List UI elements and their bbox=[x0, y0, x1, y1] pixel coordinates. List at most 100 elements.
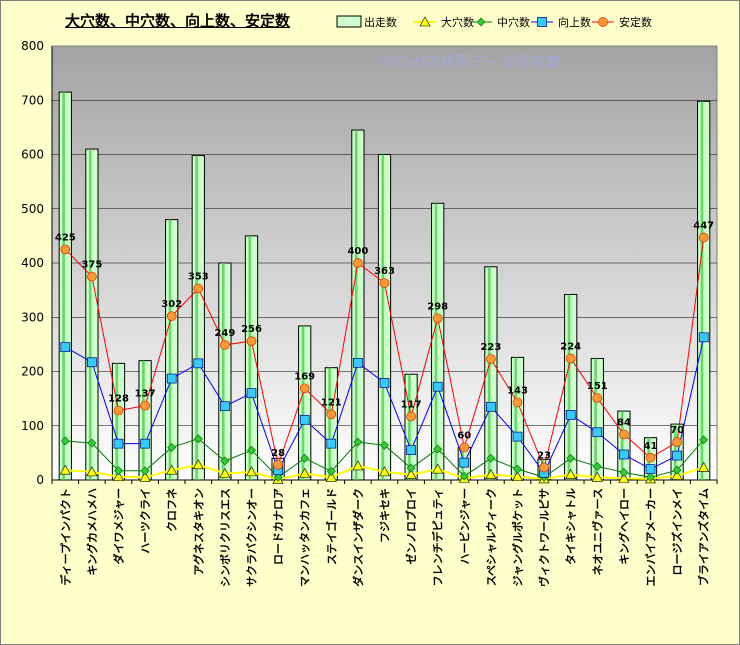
point bbox=[378, 466, 391, 477]
data-label: 363 bbox=[374, 266, 395, 277]
point bbox=[699, 435, 709, 445]
legend-label: 大穴数 bbox=[441, 15, 474, 29]
category-label: ステイゴールド bbox=[324, 488, 338, 565]
point bbox=[166, 311, 177, 322]
point bbox=[513, 464, 522, 474]
point bbox=[406, 445, 416, 456]
point bbox=[565, 410, 576, 420]
legend: 出走数 大穴数 中穴数 向上数 安定数 bbox=[336, 15, 652, 29]
category-label: フジキセキ bbox=[379, 488, 392, 543]
data-label: 117 bbox=[401, 400, 422, 411]
point bbox=[246, 336, 257, 346]
data-label: 41 bbox=[644, 441, 658, 452]
point bbox=[87, 438, 97, 448]
data-label: 375 bbox=[81, 260, 102, 271]
category-label: タイキシャトル bbox=[565, 488, 578, 565]
point bbox=[486, 453, 496, 463]
point bbox=[618, 472, 630, 483]
point bbox=[459, 442, 470, 453]
point bbox=[326, 409, 337, 420]
point bbox=[511, 471, 524, 482]
bar-shade bbox=[381, 154, 385, 480]
bar-shade bbox=[328, 367, 331, 480]
bar-shade bbox=[195, 155, 198, 480]
point bbox=[646, 472, 655, 482]
bar-shade bbox=[487, 266, 491, 480]
category-label: キングカメハメハ bbox=[85, 488, 99, 576]
point bbox=[353, 357, 363, 368]
point bbox=[592, 462, 602, 471]
data-label: 256 bbox=[241, 324, 262, 335]
point bbox=[539, 462, 549, 473]
y-tick-label: 500 bbox=[21, 202, 44, 216]
bar-shade bbox=[354, 130, 358, 480]
point bbox=[698, 461, 710, 472]
category-label: マンハッタンカフェ bbox=[299, 488, 312, 587]
data-label: 249 bbox=[214, 328, 235, 339]
point bbox=[433, 444, 443, 454]
point bbox=[114, 466, 123, 476]
point bbox=[326, 466, 336, 476]
data-label: 143 bbox=[507, 385, 528, 396]
category-label: ロードカナロア bbox=[272, 488, 285, 565]
point bbox=[565, 353, 576, 364]
point bbox=[245, 466, 258, 477]
bar-shade bbox=[248, 235, 252, 480]
point bbox=[247, 445, 256, 455]
bar bbox=[138, 360, 152, 481]
legend-label: 出走数 bbox=[364, 15, 397, 29]
data-label: 425 bbox=[55, 232, 76, 243]
point bbox=[459, 457, 470, 468]
point bbox=[113, 405, 124, 416]
legend-label: 安定数 bbox=[619, 15, 652, 29]
point bbox=[598, 17, 608, 27]
bar-shade bbox=[88, 149, 92, 480]
bar bbox=[165, 219, 179, 481]
point bbox=[299, 467, 311, 478]
point bbox=[139, 471, 151, 482]
point bbox=[325, 471, 337, 482]
point bbox=[512, 431, 523, 442]
point bbox=[86, 466, 98, 477]
point bbox=[192, 459, 204, 470]
point bbox=[406, 463, 416, 473]
data-label: 400 bbox=[347, 246, 368, 257]
point bbox=[645, 452, 656, 463]
category-labels: ディープインパクト キングカメハメハ ダイワメジャー ハーツクライ クロフネ アグネスタキ… bbox=[58, 488, 710, 587]
point bbox=[459, 471, 469, 481]
data-label: 128 bbox=[108, 394, 129, 405]
bar bbox=[324, 367, 338, 481]
bar bbox=[244, 235, 259, 481]
data-label: 137 bbox=[135, 389, 156, 400]
point bbox=[486, 354, 496, 364]
point bbox=[566, 453, 576, 463]
category-label: ディープインパクト bbox=[58, 488, 72, 586]
point bbox=[220, 401, 230, 412]
category-label: ロージズインメイ bbox=[670, 488, 684, 575]
point bbox=[219, 467, 231, 478]
category-label: ハーツクライ bbox=[139, 488, 152, 554]
data-label: 70 bbox=[670, 425, 684, 436]
point bbox=[419, 16, 431, 27]
category-label: スペシャルウィーク bbox=[485, 488, 498, 586]
point bbox=[299, 383, 310, 394]
point bbox=[353, 437, 363, 447]
category-label: ジャングルポケット bbox=[511, 488, 525, 586]
point bbox=[166, 464, 178, 475]
category-label: キングヘイロー bbox=[617, 488, 631, 565]
data-label: 60 bbox=[457, 430, 471, 441]
bar bbox=[58, 91, 72, 481]
point bbox=[193, 283, 204, 294]
y-tick-label: 600 bbox=[21, 148, 44, 162]
category-label: ブライアンズタイム bbox=[697, 488, 711, 586]
bar bbox=[431, 202, 445, 481]
bar bbox=[351, 129, 365, 481]
bar bbox=[590, 357, 604, 481]
legend-label: 向上数 bbox=[558, 15, 591, 29]
y-tick-label: 200 bbox=[21, 365, 44, 379]
point bbox=[60, 342, 71, 352]
category-label: アグネスタキオン bbox=[191, 488, 205, 575]
point bbox=[299, 414, 310, 425]
point bbox=[193, 358, 204, 369]
point bbox=[537, 17, 547, 27]
